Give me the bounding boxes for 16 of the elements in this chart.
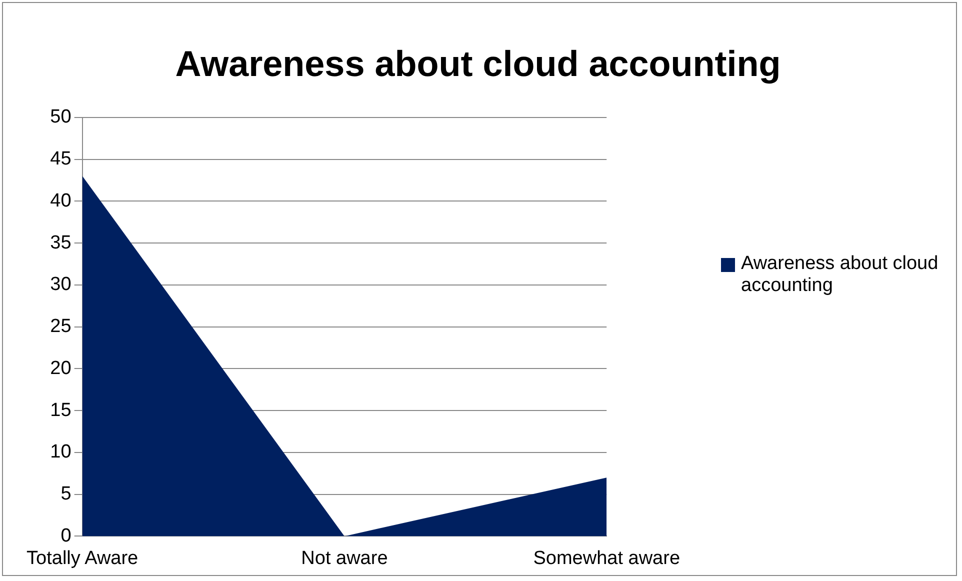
chart-title: Awareness about cloud accounting: [174, 43, 782, 85]
y-tick-label: 15: [50, 400, 72, 421]
x-tick-label: Totally Aware: [26, 548, 138, 569]
y-tick-label: 35: [50, 232, 72, 254]
y-tick-label: 10: [50, 442, 72, 463]
y-tick-label: 5: [60, 484, 72, 505]
y-tick-label: 50: [50, 106, 72, 128]
y-tick-label: 25: [50, 316, 72, 338]
legend-label: Awareness about cloud accounting: [741, 253, 940, 297]
y-tick-label: 45: [50, 148, 72, 170]
y-tick-label: 0: [60, 525, 72, 546]
y-tick-label: 40: [50, 190, 72, 212]
y-tick-label: 20: [50, 358, 72, 379]
x-tick-label: Somewhat aware: [533, 548, 680, 569]
x-tick-label: Not aware: [301, 548, 388, 569]
y-tick-label: 30: [50, 274, 72, 296]
